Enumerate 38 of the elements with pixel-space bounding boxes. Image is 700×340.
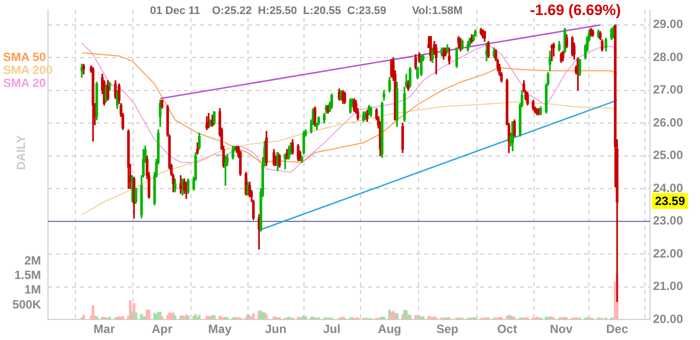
text: SMA 20 [3,76,46,90]
x-tick-label: Aug [378,322,402,336]
x-tick-label: Sep [436,322,458,336]
annotation: Vol:1.58M [412,5,463,17]
y-tick-label: 29.00 [653,17,684,32]
y-tick-label: 28.00 [653,50,684,64]
x-tick-label: Nov [550,322,573,336]
y-tick-label: 25.00 [653,148,684,162]
bar [132,303,136,320]
y2-tick-label: 1M [24,282,41,297]
annotation: -1.69 (6.69%) [530,2,621,19]
text: SMA 50 [3,50,46,64]
bar [160,316,164,320]
y-tick-label: 20.00 [653,312,684,326]
annotation: O:25.22 H:25.50 L:20.55 C:23.59 [212,5,386,17]
y2-tick-label: 1.5M [14,268,41,282]
y-tick-label: 21.00 [653,279,684,294]
y-tick-label: 26.00 [653,115,684,130]
y-tick-label: 27.00 [653,82,684,97]
x-tick-label: Jul [323,322,340,336]
candlestick [224,156,227,186]
y-tick-label: 22.00 [653,246,684,260]
text: 23.59 [652,193,688,209]
bar [252,313,255,320]
bar [174,315,176,320]
x-tick-label: Dec [606,322,628,336]
x-tick-label: May [208,322,232,336]
x-tick-label: Mar [94,322,116,336]
y-tick-label: 24.00 [653,180,684,195]
y-tick-label: 23.00 [653,214,684,228]
text: SMA 200 [3,63,53,77]
x-tick-label: Apr [152,322,173,336]
y2-tick-label: 2M [24,253,41,268]
y2-tick-label: 500K [12,297,42,312]
annotation: 01 Dec 11 [150,5,200,17]
x-tick-label: Oct [497,322,518,336]
bar [134,312,138,320]
x-tick-label: Jun [265,322,286,336]
